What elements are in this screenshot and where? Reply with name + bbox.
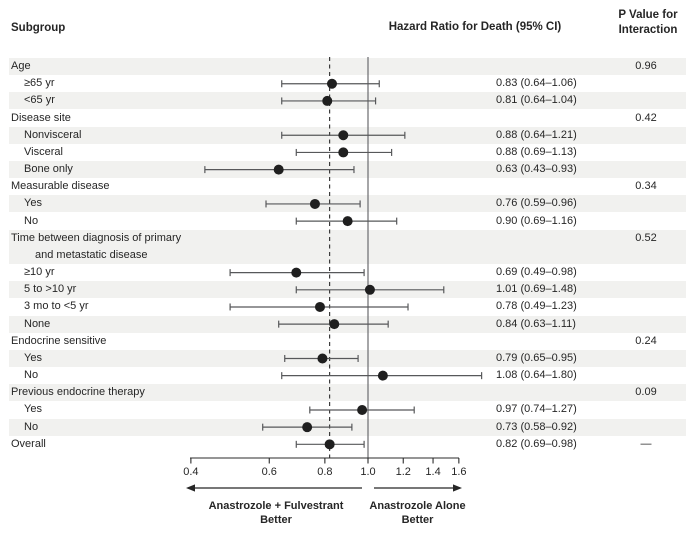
hazard-ratio-value: 0.88 (0.69–1.13) bbox=[496, 145, 577, 158]
subgroup-row: Yes 0.79 (0.65–0.95) bbox=[9, 349, 686, 367]
x-axis-tick-label: 1.6 bbox=[451, 466, 466, 478]
subgroup-label: No bbox=[24, 420, 39, 433]
subgroup-row: 5 to >10 yr 1.01 (0.69–1.48) bbox=[9, 281, 686, 299]
subgroup-label: None bbox=[24, 317, 51, 330]
p-value: 0.42 bbox=[635, 111, 657, 124]
p-value: 0.52 bbox=[635, 231, 657, 244]
subgroup-label: Overall bbox=[11, 437, 46, 450]
right-direction-label-line2: Better bbox=[401, 514, 434, 526]
subgroup-row: 3 mo to <5 yr 0.78 (0.49–1.23) bbox=[9, 298, 686, 315]
p-value: 0.09 bbox=[635, 386, 657, 399]
hazard-ratio-value: 0.90 (0.69–1.16) bbox=[496, 214, 577, 227]
x-axis-tick-label: 0.4 bbox=[183, 466, 198, 478]
subgroup-label: Yes bbox=[24, 351, 42, 364]
subgroup-row: Visceral 0.88 (0.69–1.13) bbox=[9, 144, 686, 161]
x-axis-tick-label: 0.6 bbox=[262, 466, 277, 478]
right-arrow-head-icon bbox=[453, 484, 462, 492]
hazard-ratio-value: 0.79 (0.65–0.95) bbox=[496, 351, 577, 364]
subgroup-label: 5 to >10 yr bbox=[24, 283, 77, 296]
left-direction-label: Anastrozole + Fulvestrant Better bbox=[190, 499, 362, 527]
subgroup-label: Endocrine sensitive bbox=[11, 334, 107, 347]
subgroup-row: Age 0.96 bbox=[9, 58, 686, 75]
p-value: 0.24 bbox=[635, 334, 657, 347]
p-value: 0.34 bbox=[635, 180, 657, 193]
subgroup-label: 3 mo to <5 yr bbox=[24, 300, 89, 313]
x-axis-tick-label: 1.0 bbox=[360, 466, 375, 478]
subgroup-label: ≥65 yr bbox=[24, 77, 55, 90]
hazard-ratio-value: 0.76 (0.59–0.96) bbox=[496, 197, 577, 210]
hazard-ratio-value: 0.73 (0.58–0.92) bbox=[496, 420, 577, 433]
x-axis-tick-label: 0.8 bbox=[317, 466, 332, 478]
column-header-hazard-ratio: Hazard Ratio for Death (95% CI) bbox=[388, 21, 562, 33]
subgroup-label: Yes bbox=[24, 403, 42, 416]
subgroup-row: No 0.90 (0.69–1.16) bbox=[9, 213, 686, 230]
subgroup-row: Nonvisceral 0.88 (0.64–1.21) bbox=[9, 126, 686, 144]
hazard-ratio-value: 0.69 (0.49–0.98) bbox=[496, 266, 577, 278]
subgroup-row: None 0.84 (0.63–1.11) bbox=[9, 315, 686, 333]
subgroup-label: <65 yr bbox=[24, 94, 55, 107]
hazard-ratio-value: 1.08 (0.64–1.80) bbox=[496, 369, 577, 382]
p-value: 0.96 bbox=[635, 60, 657, 72]
column-header-subgroup: Subgroup bbox=[11, 22, 66, 34]
x-axis-tick-label: 1.4 bbox=[425, 466, 440, 478]
subgroup-label: Time between diagnosis of primary bbox=[11, 231, 182, 244]
subgroup-label: Visceral bbox=[24, 145, 63, 158]
hazard-ratio-value: 0.83 (0.64–1.06) bbox=[496, 77, 577, 90]
hazard-ratio-value: 0.63 (0.43–0.93) bbox=[496, 163, 577, 175]
hazard-ratio-value: 0.81 (0.64–1.04) bbox=[496, 94, 577, 107]
subgroup-row: Yes 0.97 (0.74–1.27) bbox=[9, 401, 686, 418]
subgroup-label: Nonvisceral bbox=[24, 128, 82, 141]
subgroup-row: <65 yr 0.81 (0.64–1.04) bbox=[9, 92, 686, 110]
subgroup-row: No 0.73 (0.58–0.92) bbox=[9, 418, 686, 436]
subgroup-label: and metastatic disease bbox=[35, 248, 148, 261]
right-direction-label-line1: Anastrozole Alone bbox=[369, 500, 466, 512]
subgroup-row: Bone only 0.63 (0.43–0.93) bbox=[9, 161, 686, 178]
subgroup-label: Age bbox=[11, 60, 31, 72]
subgroup-row: ≥65 yr 0.83 (0.64–1.06) bbox=[9, 75, 686, 92]
column-header-p-value: P Value for Interaction bbox=[598, 8, 694, 38]
subgroup-label: Previous endocrine therapy bbox=[11, 386, 145, 399]
p-value-header-line2: Interaction bbox=[618, 24, 678, 36]
hazard-ratio-value: 0.78 (0.49–1.23) bbox=[496, 300, 577, 313]
hazard-ratio-value: 0.84 (0.63–1.11) bbox=[496, 317, 576, 330]
hazard-ratio-value: 0.82 (0.69–0.98) bbox=[496, 437, 577, 450]
subgroup-row: ≥10 yr 0.69 (0.49–0.98) bbox=[9, 264, 686, 281]
subgroup-label: No bbox=[24, 369, 39, 382]
subgroup-row: Previous endocrine therapy 0.09 bbox=[9, 384, 686, 402]
subgroup-row: Disease site 0.42 bbox=[9, 110, 686, 127]
hazard-ratio-value: 0.97 (0.74–1.27) bbox=[496, 403, 577, 416]
right-direction-label: Anastrozole Alone Better bbox=[360, 499, 475, 527]
subgroup-row: Overall 0.82 (0.69–0.98) — bbox=[9, 436, 686, 453]
p-value: — bbox=[640, 437, 652, 450]
subgroup-label: Yes bbox=[24, 197, 42, 210]
hazard-ratio-value: 0.88 (0.64–1.21) bbox=[496, 128, 577, 141]
x-axis-tick-label: 1.2 bbox=[396, 466, 411, 478]
subgroup-label: Disease site bbox=[11, 111, 71, 124]
left-direction-label-line2: Better bbox=[260, 514, 292, 526]
subgroup-row: Measurable disease 0.34 bbox=[9, 178, 686, 195]
left-arrow-head-icon bbox=[186, 484, 195, 492]
subgroup-row: Time between diagnosis of primary 0.52 bbox=[9, 229, 686, 247]
subgroup-row: and metastatic disease bbox=[9, 246, 686, 264]
subgroup-row: Yes 0.76 (0.59–0.96) bbox=[9, 195, 686, 213]
hazard-ratio-value: 1.01 (0.69–1.48) bbox=[496, 283, 577, 296]
subgroup-row: No 1.08 (0.64–1.80) bbox=[9, 367, 686, 384]
p-value-header-line1: P Value for bbox=[618, 9, 678, 21]
subgroup-label: ≥10 yr bbox=[24, 266, 55, 278]
subgroup-label: Measurable disease bbox=[11, 180, 110, 193]
subgroup-row: Endocrine sensitive 0.24 bbox=[9, 333, 686, 350]
subgroup-label: Bone only bbox=[24, 163, 73, 175]
left-direction-label-line1: Anastrozole + Fulvestrant bbox=[208, 500, 344, 512]
subgroup-label: No bbox=[24, 214, 39, 227]
